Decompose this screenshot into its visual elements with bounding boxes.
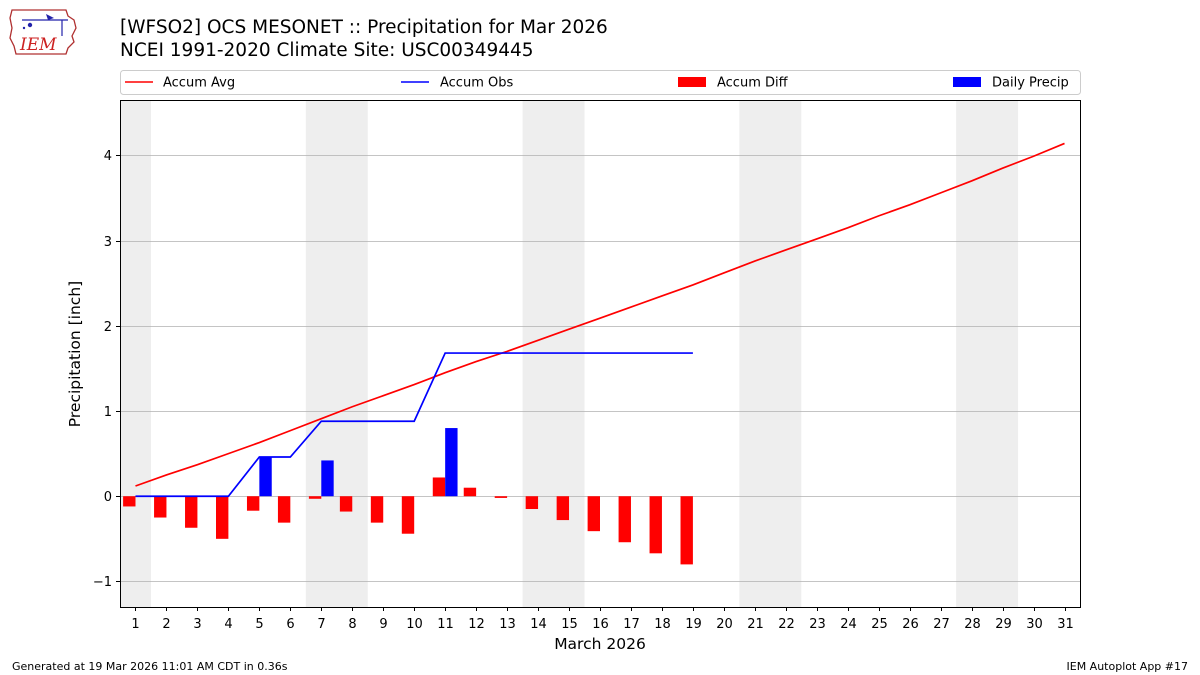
- line-layer: [135, 142, 1065, 498]
- y-tick-label: 0: [104, 490, 112, 505]
- logo-text: IEM: [19, 35, 57, 55]
- accum-diff-bar-day-16: [587, 496, 600, 532]
- x-tick-label: 26: [902, 617, 919, 632]
- weekend-shade-2: [305, 100, 368, 607]
- x-tick-label: 30: [1026, 617, 1043, 632]
- x-tick-label: 1: [131, 617, 139, 632]
- x-tick-label: 24: [840, 617, 857, 632]
- x-tick-label: 20: [716, 617, 733, 632]
- accum-diff-bar-day-2: [154, 496, 167, 518]
- accum-diff-bar-day-10: [401, 496, 415, 534]
- legend-label-accum-avg: Accum Avg: [163, 76, 235, 91]
- accum-diff-bar-day-1: [123, 496, 136, 507]
- accum-diff-bar-day-3: [185, 496, 198, 528]
- accum-diff-bar-day-7: [308, 496, 322, 499]
- legend-label-daily-precip: Daily Precip: [992, 76, 1069, 91]
- x-tick-label: 3: [193, 617, 201, 632]
- x-tick-label: 19: [685, 617, 702, 632]
- weekend-shade-1: [120, 100, 151, 607]
- y-tick-label: 1: [104, 405, 112, 420]
- x-tick-label: 9: [379, 617, 387, 632]
- y-axis: −1 0 1 2 3 4: [93, 149, 120, 590]
- legend-label-accum-diff: Accum Diff: [717, 76, 789, 91]
- y-tick-label: −1: [93, 575, 112, 590]
- iowa-map-icon: IEM: [9, 9, 77, 55]
- accum-diff-bar-day-5: [246, 496, 260, 511]
- x-tick-label: 11: [437, 617, 454, 632]
- x-tick-label: 29: [995, 617, 1012, 632]
- x-tick-label: 15: [561, 617, 578, 632]
- accum-diff-bar-day-4: [216, 496, 229, 539]
- accum-avg-line: [135, 142, 1065, 487]
- daily-precip-bar-day-11: [445, 428, 458, 497]
- weekend-shade-4: [739, 100, 802, 607]
- x-tick-label: 17: [623, 617, 640, 632]
- x-tick-label: 10: [406, 617, 423, 632]
- legend-swatch-accum-diff: [678, 77, 706, 87]
- plot-frame: [120, 100, 1081, 608]
- x-tick-label: 13: [499, 617, 516, 632]
- accum-diff-bar-day-19: [680, 496, 693, 565]
- x-tick-label: 31: [1057, 617, 1074, 632]
- x-tick-label: 16: [592, 617, 609, 632]
- app-label: IEM Autoplot App #17: [1066, 660, 1189, 673]
- accum-diff-bar-day-9: [370, 496, 384, 523]
- accum-diff-bar-day-6: [277, 496, 291, 523]
- x-tick-label: 4: [224, 617, 232, 632]
- x-tick-label: 22: [778, 617, 795, 632]
- accum-diff-bar-day-13: [494, 496, 508, 498]
- accum-diff-bar-day-8: [339, 496, 353, 512]
- x-tick-label: 23: [809, 617, 826, 632]
- accum-diff-bar-day-11: [432, 477, 446, 497]
- x-tick-label: 6: [286, 617, 294, 632]
- chart-title: [WFSO2] OCS MESONET :: Precipitation for…: [120, 17, 608, 38]
- y-axis-label: Precipitation [inch]: [66, 281, 84, 427]
- accum-diff-bar-day-17: [618, 496, 631, 543]
- x-tick-label: 14: [530, 617, 547, 632]
- legend-frame: [120, 70, 1081, 95]
- generated-timestamp: Generated at 19 Mar 2026 11:01 AM CDT in…: [12, 660, 288, 673]
- accum-diff-bar-day-12: [463, 487, 477, 497]
- daily-precip-bar-day-5: [259, 457, 272, 497]
- iem-logo: IEM: [8, 6, 80, 60]
- y-tick-label: 2: [104, 320, 112, 335]
- y-tick-label: 4: [104, 149, 112, 164]
- accum-diff-bar-day-18: [649, 496, 662, 554]
- x-axis-label: March 2026: [554, 635, 646, 653]
- x-tick-label: 2: [162, 617, 170, 632]
- weekend-shade-5: [956, 100, 1019, 607]
- accum-obs-line: [135, 352, 693, 498]
- bar-layer: [123, 428, 693, 565]
- x-tick-label: 7: [317, 617, 325, 632]
- legend-swatch-daily-precip: [953, 77, 981, 87]
- x-tick-label: 12: [468, 617, 485, 632]
- x-tick-label: 18: [654, 617, 671, 632]
- x-axis: 1 2 3 4 5 6 7 8 9 10 11 12 13 14 15 16 17 18 19 20 21 22 23 24 2…: [131, 607, 1074, 632]
- x-tick-label: 8: [348, 617, 356, 632]
- legend-label-accum-obs: Accum Obs: [440, 76, 513, 91]
- daily-precip-bar-day-7: [321, 460, 334, 497]
- accum-diff-bar-day-15: [556, 496, 570, 521]
- x-tick-label: 21: [747, 617, 764, 632]
- y-tick-label: 3: [104, 235, 112, 250]
- x-tick-label: 25: [871, 617, 888, 632]
- accum-diff-bar-day-14: [525, 496, 539, 510]
- x-tick-label: 28: [964, 617, 981, 632]
- x-tick-label: 27: [933, 617, 950, 632]
- legend: Accum Avg Accum Obs Accum Diff Daily Pre…: [120, 70, 1081, 95]
- x-tick-label: 5: [255, 617, 263, 632]
- chart-subtitle: NCEI 1991-2020 Climate Site: USC00349445: [120, 40, 534, 61]
